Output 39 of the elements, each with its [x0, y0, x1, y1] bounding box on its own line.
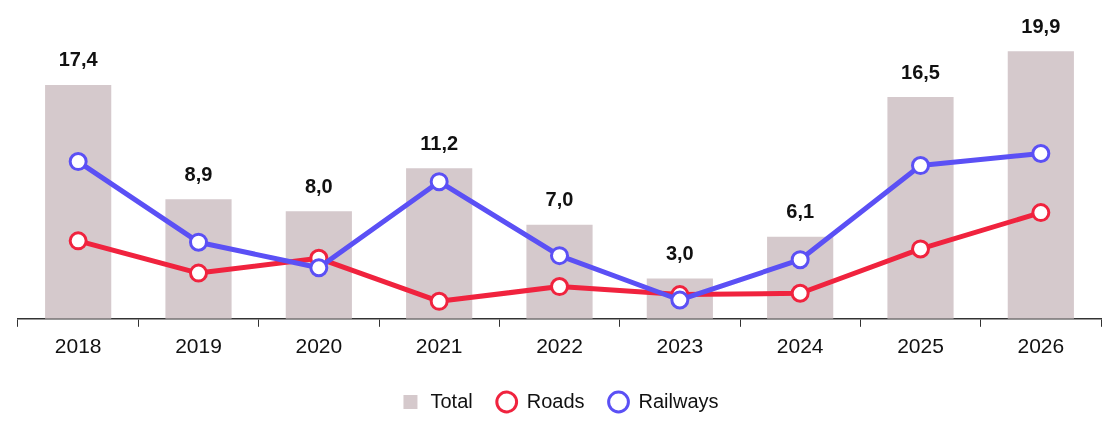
x-tick-label: 2020 [295, 334, 343, 358]
legend-label: Railways [638, 389, 719, 412]
x-tick-label: 2021 [415, 334, 463, 358]
point [309, 258, 329, 278]
bar [45, 84, 112, 319]
legend-label: Roads [526, 389, 585, 412]
point [550, 277, 569, 297]
data-label: 7,0 [545, 188, 574, 211]
point [550, 246, 569, 266]
data-label: 11,2 [420, 131, 459, 154]
x-tick-label: 2022 [536, 334, 583, 358]
x-tick-label: 2025 [897, 334, 944, 358]
data-label: 19,9 [1021, 14, 1061, 37]
point [1031, 143, 1051, 163]
point [790, 283, 810, 303]
data-label: 8,9 [184, 162, 213, 185]
data-label: 6,1 [786, 200, 815, 223]
bar [1007, 51, 1074, 319]
point [189, 263, 208, 283]
x-tick-label: 2019 [175, 334, 222, 358]
x-tick-label: 2023 [656, 334, 704, 358]
point [189, 232, 208, 252]
x-tick-label: 2024 [776, 334, 824, 358]
point [790, 250, 810, 270]
bar [887, 97, 954, 319]
data-label: 16,5 [901, 60, 940, 83]
point [429, 291, 449, 311]
data-label: 3,0 [665, 242, 694, 264]
x-tick-label: 2018 [54, 334, 102, 358]
point [68, 152, 88, 172]
data-label: 8,0 [304, 174, 333, 197]
point [911, 156, 930, 176]
point [1031, 203, 1051, 223]
point [429, 172, 449, 192]
point [911, 239, 930, 259]
data-label: 17,4 [58, 48, 99, 71]
legend-label: Total [430, 389, 473, 412]
point [68, 231, 88, 251]
x-tick-label: 2026 [1017, 334, 1065, 358]
